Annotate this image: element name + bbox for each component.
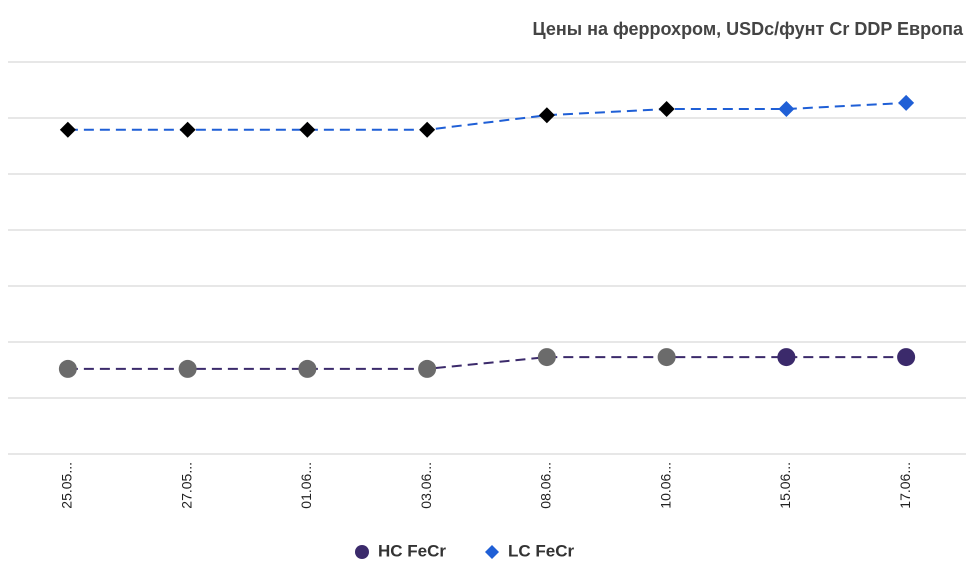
point xyxy=(778,101,795,118)
point xyxy=(58,359,77,378)
point xyxy=(537,348,556,367)
legend-label: LC FeCr xyxy=(508,541,575,560)
point xyxy=(657,348,676,367)
point xyxy=(658,101,675,118)
legend-label: HC FeCr xyxy=(378,541,446,560)
point xyxy=(59,121,76,138)
series-line xyxy=(67,356,907,370)
x-tick-label: 01.06... xyxy=(298,462,314,509)
x-tick-label: 10.06... xyxy=(657,462,673,509)
x-tick-label: 03.06... xyxy=(418,462,434,509)
legend-marker xyxy=(485,545,499,559)
point xyxy=(418,359,437,378)
x-tick-label: 25.05... xyxy=(59,462,75,509)
series-line xyxy=(67,101,907,131)
point xyxy=(897,348,916,367)
point xyxy=(777,348,796,367)
x-tick-label: 08.06... xyxy=(538,462,554,509)
point xyxy=(179,121,196,138)
chart-title: Цены на феррохром, USDc/фунт Cr DDP Евро… xyxy=(532,19,963,39)
x-tick-label: 17.06... xyxy=(897,462,913,509)
x-tick-label: 15.06... xyxy=(777,462,793,509)
point xyxy=(298,359,317,378)
point xyxy=(299,121,316,138)
point xyxy=(538,107,555,124)
point xyxy=(898,94,915,111)
point xyxy=(419,121,436,138)
x-tick-label: 27.05... xyxy=(178,462,194,509)
legend-marker xyxy=(355,545,369,559)
point xyxy=(178,359,197,378)
